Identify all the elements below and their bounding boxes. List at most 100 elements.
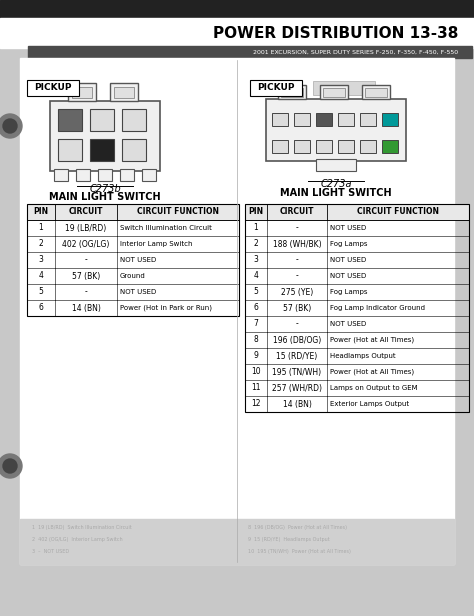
Bar bbox=[382, 113, 398, 126]
Text: NOT USED: NOT USED bbox=[120, 289, 156, 295]
Bar bbox=[20, 519, 454, 564]
Text: Power (Hot in Park or Run): Power (Hot in Park or Run) bbox=[120, 305, 212, 311]
Text: 257 (WH/RD): 257 (WH/RD) bbox=[272, 384, 322, 392]
Text: CIRCUIT FUNCTION: CIRCUIT FUNCTION bbox=[357, 208, 439, 216]
Text: 5: 5 bbox=[254, 288, 258, 296]
Bar bbox=[54, 169, 68, 181]
Text: 12: 12 bbox=[251, 400, 261, 408]
Text: PICKUP: PICKUP bbox=[257, 84, 295, 92]
Bar bbox=[320, 85, 348, 99]
Text: Interior Lamp Switch: Interior Lamp Switch bbox=[120, 241, 192, 247]
Text: 4: 4 bbox=[254, 272, 258, 280]
Text: 19 (LB/RD): 19 (LB/RD) bbox=[65, 224, 107, 232]
Text: 195 (TN/WH): 195 (TN/WH) bbox=[273, 368, 321, 376]
Text: 10  195 (TN/WH)  Power (Hot at All Times): 10 195 (TN/WH) Power (Hot at All Times) bbox=[248, 549, 351, 554]
Bar bbox=[120, 169, 134, 181]
Text: 2: 2 bbox=[254, 240, 258, 248]
Bar bbox=[281, 88, 303, 97]
Text: 14 (BN): 14 (BN) bbox=[72, 304, 100, 312]
Bar bbox=[68, 83, 96, 101]
Text: 4: 4 bbox=[38, 272, 44, 280]
Bar bbox=[316, 113, 332, 126]
Bar bbox=[27, 80, 79, 96]
Bar bbox=[27, 204, 239, 316]
Bar bbox=[323, 88, 345, 97]
Text: MAIN LIGHT SWITCH: MAIN LIGHT SWITCH bbox=[280, 188, 392, 198]
Bar bbox=[122, 109, 146, 131]
Text: 1  19 (LB/RD)  Switch Illumination Circuit: 1 19 (LB/RD) Switch Illumination Circuit bbox=[32, 525, 132, 530]
Bar bbox=[0, 0, 474, 18]
Text: Exterior Lamps Output: Exterior Lamps Output bbox=[330, 401, 409, 407]
Text: 1: 1 bbox=[38, 224, 44, 232]
Text: NOT USED: NOT USED bbox=[330, 273, 366, 279]
Text: -: - bbox=[296, 256, 298, 264]
Circle shape bbox=[3, 119, 17, 133]
Bar bbox=[114, 87, 134, 98]
Text: 188 (WH/BK): 188 (WH/BK) bbox=[273, 240, 321, 248]
Text: -: - bbox=[296, 320, 298, 328]
Text: Ground: Ground bbox=[120, 273, 146, 279]
Bar bbox=[245, 204, 469, 412]
Text: 9: 9 bbox=[254, 352, 258, 360]
Text: Lamps on Output to GEM: Lamps on Output to GEM bbox=[330, 385, 418, 391]
Circle shape bbox=[0, 454, 22, 478]
Text: PICKUP: PICKUP bbox=[34, 84, 72, 92]
Text: 1: 1 bbox=[254, 224, 258, 232]
Bar bbox=[362, 85, 390, 99]
Text: 275 (YE): 275 (YE) bbox=[281, 288, 313, 296]
Bar bbox=[272, 140, 288, 153]
Bar bbox=[245, 204, 469, 220]
Text: NOT USED: NOT USED bbox=[330, 257, 366, 263]
Text: 8  196 (DB/OG)  Power (Hot at All Times): 8 196 (DB/OG) Power (Hot at All Times) bbox=[248, 525, 347, 530]
Text: CIRCUIT FUNCTION: CIRCUIT FUNCTION bbox=[137, 208, 219, 216]
Bar bbox=[90, 139, 114, 161]
Text: 6: 6 bbox=[38, 304, 44, 312]
Text: CIRCUIT: CIRCUIT bbox=[69, 208, 103, 216]
Bar bbox=[365, 88, 387, 97]
Bar bbox=[58, 109, 82, 131]
Bar bbox=[50, 101, 160, 171]
Bar bbox=[250, 80, 302, 96]
Text: PIN: PIN bbox=[248, 208, 264, 216]
Bar bbox=[313, 81, 375, 95]
Text: 2001 EXCURSION, SUPER DUTY SERIES F-250, F-350, F-450, F-550: 2001 EXCURSION, SUPER DUTY SERIES F-250,… bbox=[253, 49, 458, 54]
Text: 3  –  NOT USED: 3 – NOT USED bbox=[32, 549, 69, 554]
Bar bbox=[316, 140, 332, 153]
Text: Fog Lamps: Fog Lamps bbox=[330, 241, 367, 247]
Text: -: - bbox=[85, 288, 87, 296]
Bar bbox=[0, 18, 474, 48]
Text: POWER DISTRIBUTION 13-38: POWER DISTRIBUTION 13-38 bbox=[213, 25, 458, 41]
Bar bbox=[90, 109, 114, 131]
Text: Fog Lamp Indicator Ground: Fog Lamp Indicator Ground bbox=[330, 305, 425, 311]
Circle shape bbox=[3, 459, 17, 473]
Text: 8: 8 bbox=[254, 336, 258, 344]
Text: NOT USED: NOT USED bbox=[330, 225, 366, 231]
Text: C273b: C273b bbox=[89, 184, 121, 194]
Text: 3: 3 bbox=[38, 256, 44, 264]
Text: 11: 11 bbox=[251, 384, 261, 392]
Bar bbox=[72, 87, 92, 98]
Text: Power (Hot at All Times): Power (Hot at All Times) bbox=[330, 369, 414, 375]
Text: NOT USED: NOT USED bbox=[120, 257, 156, 263]
Bar bbox=[76, 169, 90, 181]
Bar bbox=[272, 113, 288, 126]
Bar bbox=[338, 140, 354, 153]
Bar bbox=[28, 46, 472, 58]
Bar bbox=[27, 204, 239, 220]
Text: 14 (BN): 14 (BN) bbox=[283, 400, 311, 408]
Text: NOT USED: NOT USED bbox=[330, 321, 366, 327]
Text: 15 (RD/YE): 15 (RD/YE) bbox=[276, 352, 318, 360]
Bar bbox=[142, 169, 156, 181]
Text: 3: 3 bbox=[254, 256, 258, 264]
Text: Power (Hot at All Times): Power (Hot at All Times) bbox=[330, 337, 414, 343]
Text: 2: 2 bbox=[38, 240, 44, 248]
Text: 2  402 (OG/LG)  Interior Lamp Switch: 2 402 (OG/LG) Interior Lamp Switch bbox=[32, 537, 123, 542]
Circle shape bbox=[0, 114, 22, 138]
Bar bbox=[58, 139, 82, 161]
Bar bbox=[278, 85, 306, 99]
Bar bbox=[294, 113, 310, 126]
Bar bbox=[266, 99, 406, 161]
Text: CIRCUIT: CIRCUIT bbox=[280, 208, 314, 216]
Bar bbox=[360, 113, 376, 126]
Bar bbox=[98, 169, 112, 181]
